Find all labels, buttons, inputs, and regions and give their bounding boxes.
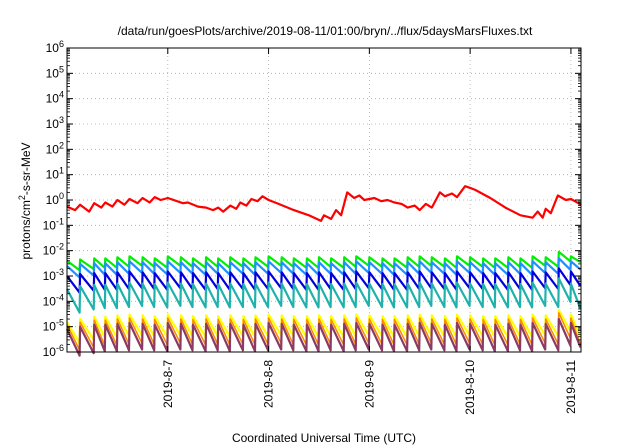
series-line-1 — [66, 185, 582, 222]
y-tick-label: 102 — [46, 140, 64, 156]
series-line-3 — [66, 257, 582, 279]
x-axis: 2019-8-7 2019-8-8 2019-8-9 2019-8-10 2019-8-… — [161, 48, 578, 415]
y-tick-label: 105 — [46, 64, 64, 80]
y-tick-label: 10-4 — [43, 292, 64, 308]
data-series — [66, 185, 582, 357]
y-tick-label: 10-2 — [43, 242, 64, 258]
x-tick-label: 2019-8-7 — [161, 360, 175, 408]
y-tick-label: 101 — [46, 166, 64, 182]
y-tick-label: 10-3 — [43, 267, 64, 283]
y-tick-label: 100 — [46, 191, 64, 207]
y-tick-label: 104 — [46, 90, 64, 106]
x-tick-label: 2019-8-10 — [463, 360, 477, 415]
x-tick-label: 2019-8-11 — [564, 360, 578, 414]
y-tick-label: 10-5 — [43, 318, 64, 334]
y-tick-label: 103 — [46, 115, 64, 131]
y-axis-label-main: protons/cm — [19, 200, 33, 259]
chart-title: /data/run/goesPlots/archive/2019-08-11/0… — [118, 24, 533, 38]
x-tick-label: 2019-8-9 — [362, 360, 376, 408]
y-axis-label-sup: 2 — [17, 195, 27, 200]
y-tick-label: 10-1 — [43, 216, 64, 232]
y-axis-label: protons/cm2-s-sr-MeV — [17, 142, 33, 259]
series-line-8 — [66, 317, 582, 357]
y-axis-label-rest: -s-sr-MeV — [19, 142, 33, 195]
y-axis: 10-6 10-5 10-4 10-3 10-2 10-1 100 101 102 103 104 1… — [43, 39, 581, 359]
series-line-4 — [66, 267, 582, 294]
x-axis-label: Coordinated Universal Time (UTC) — [232, 431, 416, 445]
y-tick-label: 106 — [46, 39, 64, 55]
y-tick-label: 10-6 — [43, 343, 64, 359]
series-line-5 — [66, 277, 582, 314]
x-tick-label: 2019-8-8 — [262, 360, 276, 408]
